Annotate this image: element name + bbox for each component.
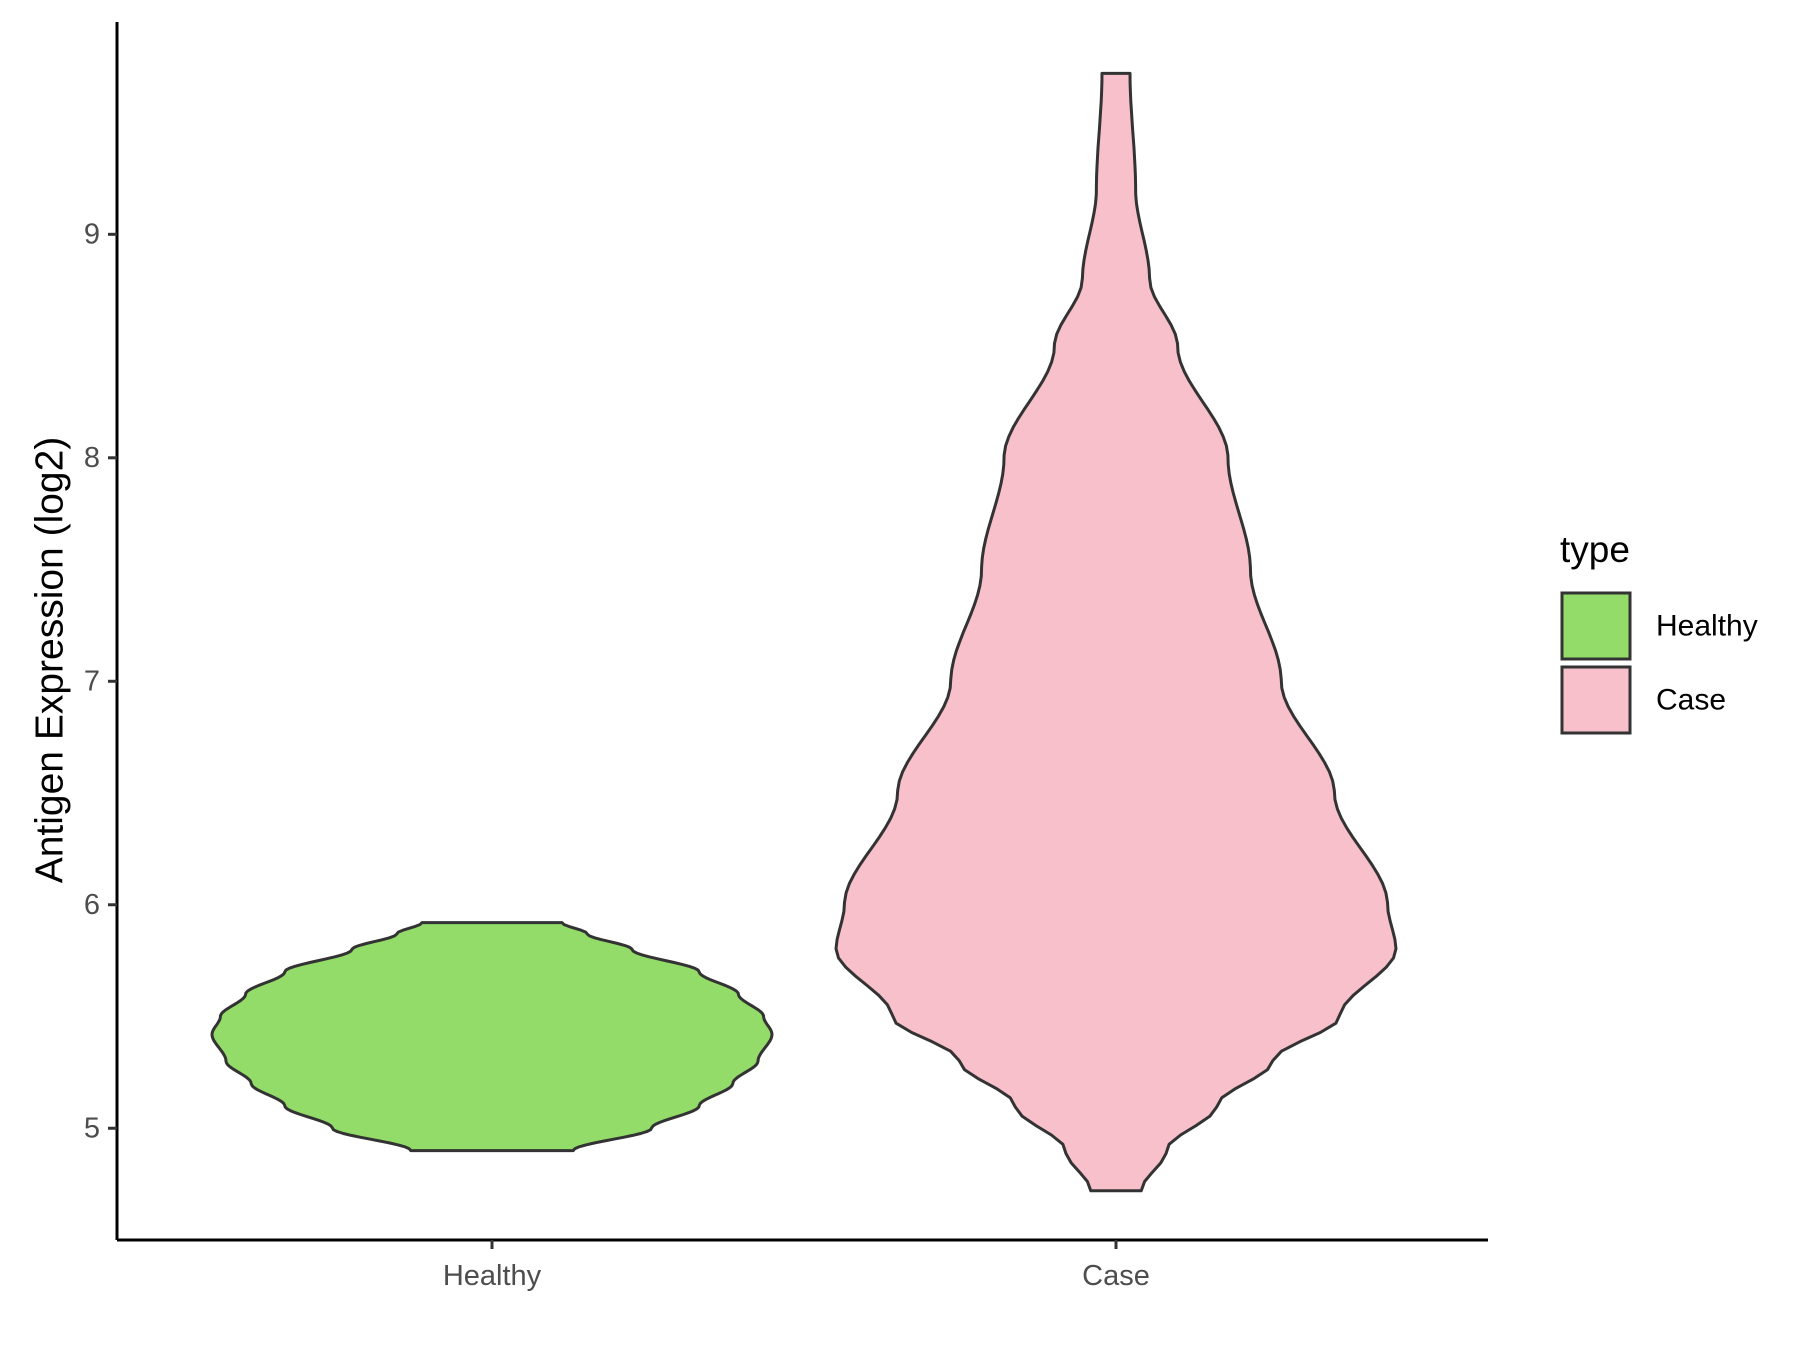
legend-swatch-case bbox=[1560, 665, 1632, 735]
legend-label-case: Case bbox=[1656, 684, 1726, 717]
violins-group bbox=[210, 71, 1398, 1193]
y-tick-label: 8 bbox=[84, 442, 100, 474]
violin-healthy bbox=[210, 921, 774, 1153]
y-tick-label: 7 bbox=[84, 665, 100, 697]
y-axis-title: Antigen Expression (log2) bbox=[28, 437, 71, 884]
legend-title: type bbox=[1560, 529, 1630, 570]
violin-case bbox=[834, 71, 1398, 1193]
y-tick-label: 9 bbox=[84, 218, 100, 250]
y-tick-label: 6 bbox=[84, 889, 100, 921]
legend-items: Healthy Case bbox=[1560, 591, 1758, 735]
x-tick-label: Healthy bbox=[443, 1260, 542, 1292]
x-tick-label: Case bbox=[1082, 1260, 1150, 1292]
x-ticks-group: Healthy Case bbox=[443, 1240, 1150, 1292]
legend: type Healthy Case bbox=[1560, 529, 1758, 735]
legend-label-healthy: Healthy bbox=[1656, 610, 1758, 643]
y-tick-label: 5 bbox=[84, 1112, 100, 1144]
y-ticks-group: 5 6 7 8 9 bbox=[84, 218, 117, 1144]
legend-swatch-healthy bbox=[1560, 591, 1632, 661]
